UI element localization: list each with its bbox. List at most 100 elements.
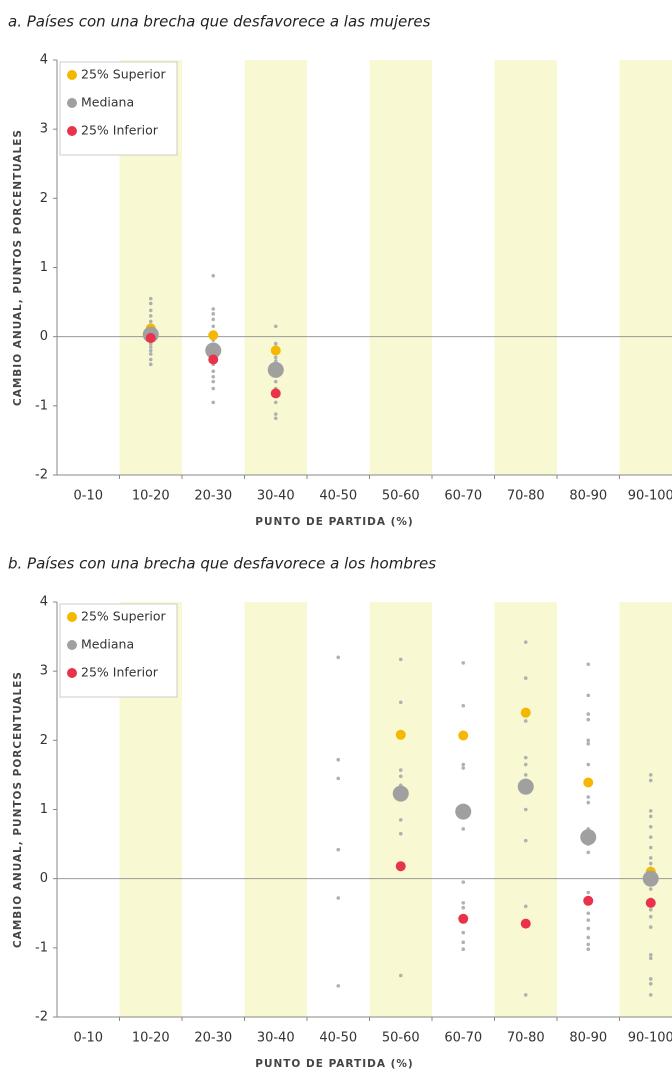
series-dot (583, 895, 594, 906)
band-shade (369, 60, 432, 475)
y-tick-label: 3 (40, 664, 48, 679)
band-shade (619, 60, 672, 475)
country-dot (211, 379, 216, 384)
country-dot (586, 738, 591, 743)
x-tick-label: 50-60 (382, 1031, 420, 1046)
country-dot (586, 935, 591, 940)
country-dot (211, 400, 216, 405)
country-dot (648, 778, 653, 783)
country-dot (586, 662, 591, 667)
country-dot (586, 911, 591, 916)
country-dot (148, 314, 153, 318)
y-tick-label: -2 (35, 1010, 48, 1025)
x-tick-label: 70-80 (507, 1031, 545, 1046)
series-dot (520, 918, 531, 929)
country-dot (461, 940, 466, 945)
series-dot (517, 778, 534, 795)
country-dot (648, 814, 653, 819)
country-dot (648, 887, 653, 891)
country-dot (586, 795, 591, 799)
x-tick-label: 40-50 (319, 489, 357, 504)
x-tick-label: 10-20 (132, 1031, 170, 1046)
country-dot (648, 861, 653, 866)
series-dot (458, 730, 469, 741)
country-dot (398, 774, 403, 779)
y-tick-label: 0 (40, 329, 48, 344)
country-dot (461, 880, 466, 884)
x-tick-label: 10-20 (132, 489, 170, 504)
country-dot (336, 984, 341, 988)
country-dot (148, 357, 153, 362)
country-dot (523, 904, 528, 909)
y-tick-label: -2 (35, 468, 48, 483)
country-dot (586, 947, 591, 952)
country-dot (211, 307, 216, 311)
country-dot (586, 890, 591, 895)
x-tick-label: 0-10 (73, 1031, 103, 1046)
x-axis-title: PUNTO DE PARTIDA (%) (255, 516, 413, 528)
country-dot (648, 907, 653, 912)
band-shade (244, 602, 307, 1017)
country-dot (586, 693, 591, 698)
country-dot (211, 317, 216, 322)
x-tick-label: 20-30 (194, 1031, 232, 1046)
country-dot (211, 369, 216, 374)
country-dot (648, 914, 653, 919)
series-dot (642, 870, 659, 887)
country-dot (148, 296, 153, 301)
y-tick-label: -1 (35, 398, 48, 413)
series-dot (267, 361, 284, 378)
country-dot (336, 896, 341, 900)
country-dot (148, 319, 153, 324)
country-dot (336, 776, 341, 781)
legend-box (59, 61, 178, 156)
country-dot (273, 359, 278, 363)
x-tick-label: 90-100 (628, 489, 672, 504)
series-dot (520, 707, 531, 718)
country-dot (148, 362, 153, 367)
band-shade (244, 60, 307, 475)
legend-marker (67, 98, 77, 108)
series-dot (583, 777, 594, 788)
country-dot (523, 676, 528, 680)
country-dot (273, 341, 278, 346)
country-dot (648, 824, 653, 829)
country-dot (648, 773, 653, 777)
country-dot (148, 352, 153, 356)
country-dot (336, 847, 341, 852)
country-dot (461, 827, 466, 831)
x-tick-label: 80-90 (569, 1031, 607, 1046)
country-dot (586, 717, 591, 722)
series-dot (208, 354, 219, 365)
chart-title: b. Países con una brecha que desfavorece… (8, 555, 436, 573)
country-dot (148, 301, 153, 306)
country-dot (586, 918, 591, 922)
x-tick-label: 40-50 (319, 1031, 357, 1046)
country-dot (648, 956, 653, 961)
country-dot (461, 703, 466, 708)
legend-box (59, 603, 178, 698)
band-shade (369, 602, 432, 1017)
country-dot (523, 755, 528, 760)
legend-label: 25% Inferior (81, 665, 159, 680)
country-dot (398, 831, 403, 836)
country-dot (648, 952, 653, 957)
country-dot (648, 925, 653, 929)
country-dot (461, 905, 466, 910)
series-dot (455, 803, 472, 820)
series-dot (395, 861, 406, 872)
x-tick-label: 70-80 (507, 489, 545, 504)
country-dot (461, 661, 466, 665)
legend-label: Mediana (81, 95, 134, 110)
country-dot (648, 835, 653, 839)
legend-label: 25% Superior (81, 67, 166, 82)
country-dot (586, 712, 591, 716)
country-dot (211, 312, 216, 316)
y-tick-label: 2 (40, 191, 48, 206)
series-dot (392, 785, 409, 802)
legend-marker (67, 126, 77, 136)
y-tick-label: 1 (40, 260, 48, 275)
country-dot (273, 412, 278, 416)
legend-label: Mediana (81, 637, 134, 652)
country-dot (523, 640, 528, 644)
